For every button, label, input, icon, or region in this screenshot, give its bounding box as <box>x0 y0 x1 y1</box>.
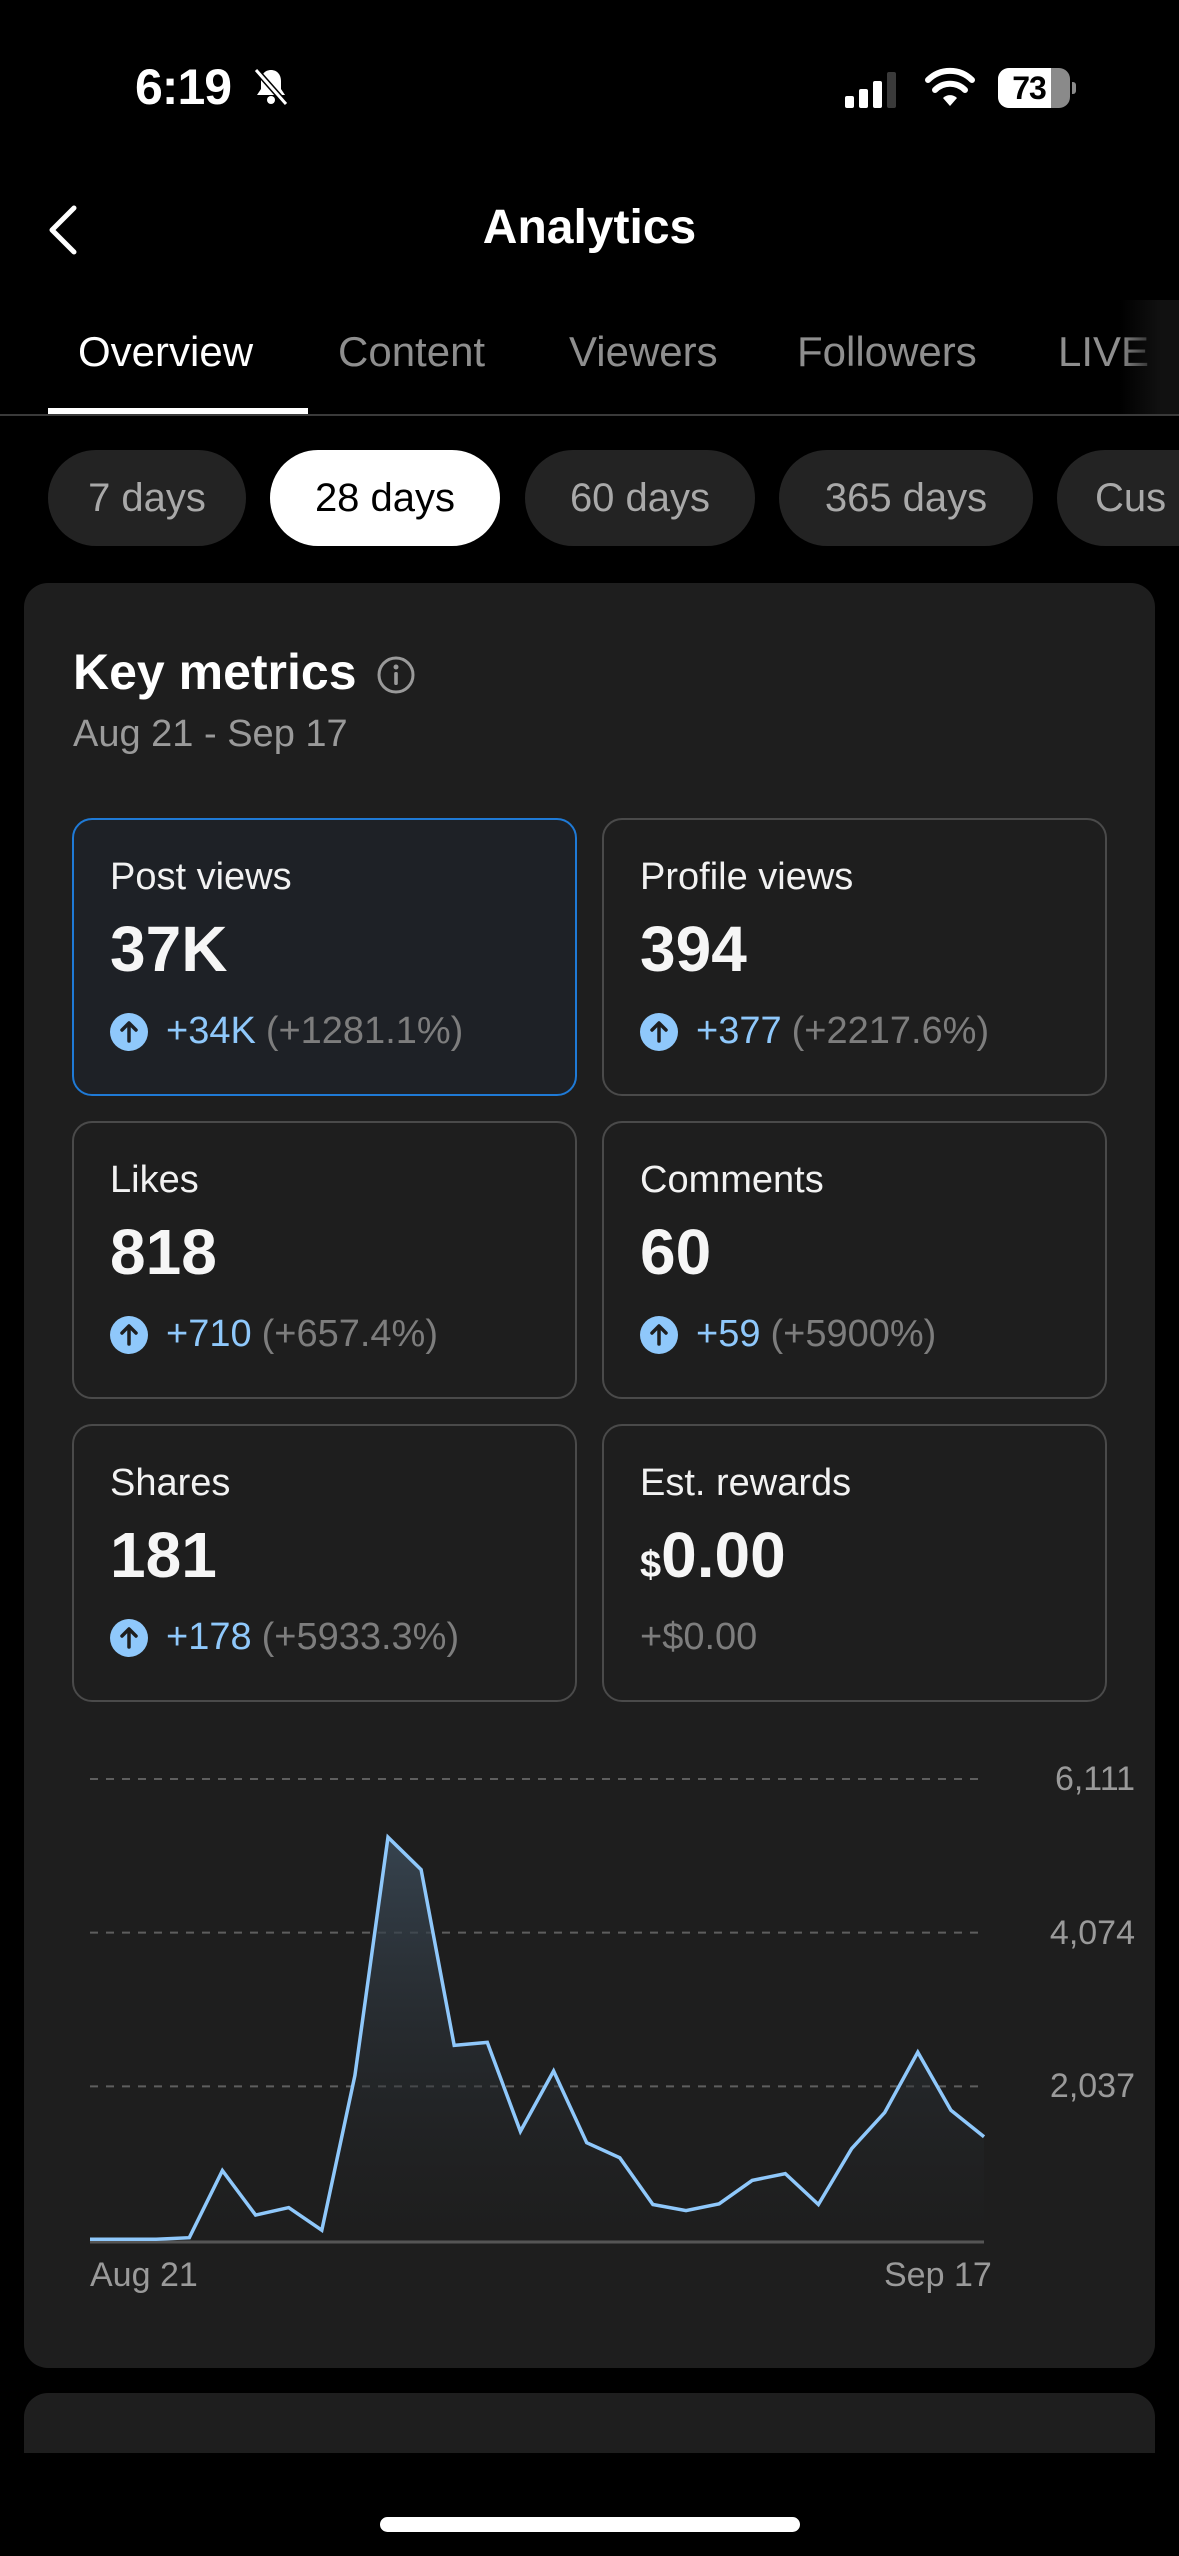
metric-label: Profile views <box>640 856 854 898</box>
bell-slash-icon <box>253 68 289 106</box>
metric-change: +178 (+5933.3%) <box>110 1616 459 1659</box>
post-views-chart[interactable] <box>24 1733 1155 2293</box>
metric-percent: (+5900%) <box>770 1313 937 1355</box>
tab-overview[interactable]: Overview <box>78 328 254 375</box>
x-end-label: Sep 17 <box>884 2256 992 2294</box>
metric-percent: (+1281.1%) <box>265 1010 464 1052</box>
tab-followers[interactable]: Followers <box>797 328 977 375</box>
x-start-label: Aug 21 <box>90 2256 198 2294</box>
metric-delta: +178 <box>166 1616 252 1658</box>
metric-est-rewards[interactable]: Est. rewards $0.00 +$0.00 <box>602 1424 1107 1702</box>
metric-delta: +59 <box>696 1313 761 1355</box>
y-tick-label: 2,037 <box>1049 2067 1135 2105</box>
metric-value: 181 <box>110 1519 217 1591</box>
period-custom[interactable]: Cus <box>1057 450 1179 546</box>
metric-value: 394 <box>640 913 747 985</box>
metric-comments[interactable]: Comments 60 +59 (+5900%) <box>602 1121 1107 1399</box>
period-365-days[interactable]: 365 days <box>779 450 1033 546</box>
rewards-amount: 0.00 <box>661 1519 786 1591</box>
cellular-signal-icon <box>845 72 896 108</box>
tab-content[interactable]: Content <box>338 328 486 375</box>
metric-delta: +377 <box>696 1010 782 1052</box>
metric-percent: (+657.4%) <box>261 1313 438 1355</box>
tabs-scroll-fade <box>1119 300 1179 414</box>
page-title: Analytics <box>482 201 697 254</box>
arrow-up-circle-icon <box>110 1012 148 1051</box>
period-60-days[interactable]: 60 days <box>525 450 755 546</box>
metric-shares[interactable]: Shares 181 +178 (+5933.3%) <box>72 1424 577 1702</box>
key-metrics-card: Key metrics Aug 21 - Sep 17 Post views 3… <box>24 583 1155 2368</box>
period-selector: 7 days 28 days 60 days 365 days Cus <box>0 450 1179 546</box>
metric-label: Likes <box>110 1159 199 1201</box>
rewards-change: +$0.00 <box>640 1616 758 1658</box>
period-7-days[interactable]: 7 days <box>48 450 246 546</box>
metric-label: Post views <box>110 856 292 898</box>
wifi-icon <box>925 67 975 106</box>
metric-value: 818 <box>110 1216 217 1288</box>
tab-viewers[interactable]: Viewers <box>569 328 718 375</box>
metric-label: Est. rewards <box>640 1462 852 1504</box>
arrow-up-circle-icon <box>110 1315 148 1354</box>
chevron-left-icon[interactable] <box>40 202 90 258</box>
metric-percent: (+5933.3%) <box>261 1616 460 1658</box>
metric-profile-views[interactable]: Profile views 394 +377 (+2217.6%) <box>602 818 1107 1096</box>
metric-percent: (+2217.6%) <box>791 1010 990 1052</box>
battery-indicator: 73 <box>998 68 1076 108</box>
status-time: 6:19 <box>135 59 232 115</box>
y-tick-label: 6,111 <box>1054 1760 1135 1798</box>
active-tab-indicator <box>48 408 308 414</box>
metric-delta: +710 <box>166 1313 252 1355</box>
info-circle-icon[interactable] <box>376 655 416 695</box>
tab-bar: Overview Content Viewers Followers LIVE <box>0 300 1179 416</box>
metric-change: +59 (+5900%) <box>640 1313 936 1356</box>
metric-change: +$0.00 <box>640 1616 757 1659</box>
metric-value: $0.00 <box>640 1518 786 1592</box>
arrow-up-circle-icon <box>640 1012 678 1051</box>
metric-delta: +34K <box>166 1010 256 1052</box>
key-metrics-title: Key metrics <box>73 644 357 700</box>
nav-bar: Analytics <box>0 180 1179 280</box>
metric-change: +34K (+1281.1%) <box>110 1010 463 1053</box>
currency-symbol: $ <box>640 1544 662 1586</box>
metric-label: Comments <box>640 1159 824 1201</box>
home-indicator[interactable] <box>380 2517 800 2532</box>
next-section-card <box>24 2393 1155 2453</box>
arrow-up-circle-icon <box>110 1618 148 1657</box>
date-range: Aug 21 - Sep 17 <box>73 713 348 755</box>
status-bar: 6:19 73 <box>0 0 1179 170</box>
metric-value: 37K <box>110 913 228 985</box>
period-28-days[interactable]: 28 days <box>270 450 500 546</box>
metric-change: +377 (+2217.6%) <box>640 1010 989 1053</box>
metric-change: +710 (+657.4%) <box>110 1313 438 1356</box>
metric-likes[interactable]: Likes 818 +710 (+657.4%) <box>72 1121 577 1399</box>
metric-post-views[interactable]: Post views 37K +34K (+1281.1%) <box>72 818 577 1096</box>
y-tick-label: 4,074 <box>1049 1914 1135 1952</box>
arrow-up-circle-icon <box>640 1315 678 1354</box>
battery-percent: 73 <box>1012 70 1047 106</box>
metric-label: Shares <box>110 1462 231 1504</box>
metric-value: 60 <box>640 1216 712 1288</box>
